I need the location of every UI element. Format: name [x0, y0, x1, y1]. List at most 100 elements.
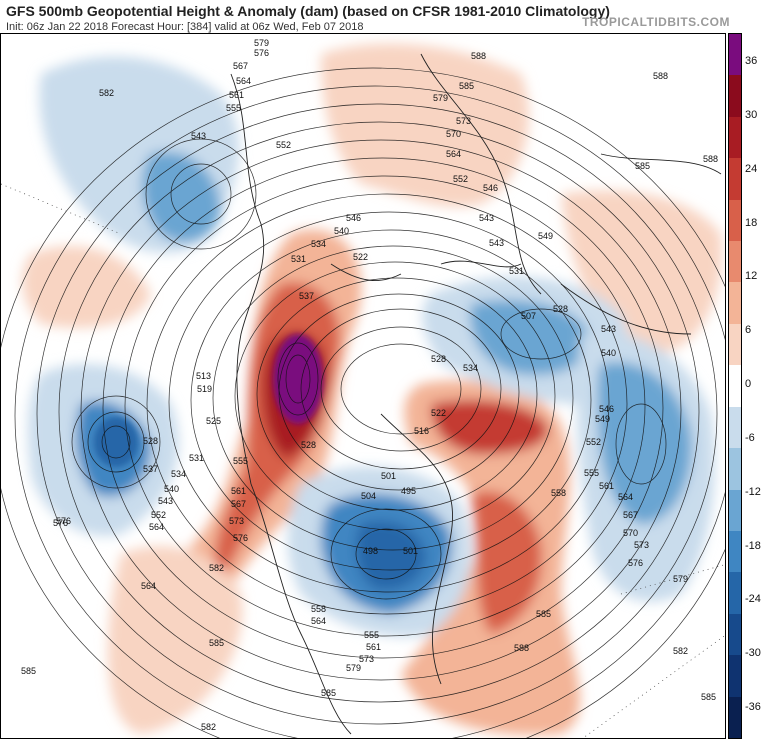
contour-label: 552: [586, 437, 601, 447]
colorbar-segment: [729, 572, 741, 615]
contour-label: 558: [551, 488, 566, 498]
contour-label: 579: [433, 93, 448, 103]
colorbar-segment: [729, 75, 741, 118]
contour-label: 573: [456, 116, 471, 126]
contour-label: 558: [311, 604, 326, 614]
contour-label: 546: [346, 213, 361, 223]
contour-label: 546: [599, 404, 614, 414]
colorbar-tick-label: 12: [745, 270, 758, 283]
colorbar-segment: [729, 696, 741, 739]
contour-label: 540: [164, 484, 179, 494]
contour-label: 561: [599, 481, 614, 491]
contour-label: 573: [634, 540, 649, 550]
contour-label: 516: [414, 426, 429, 436]
contour-label: 564: [141, 581, 156, 591]
colorbar-tick-label: 36: [745, 55, 758, 67]
contour-label: 543: [479, 213, 494, 223]
colorbar-tick-label: 6: [745, 324, 752, 337]
contour-label: 588: [471, 51, 486, 61]
contour-label: 534: [463, 363, 478, 373]
height-anomaly-map: 579 576 567 564 561 555 552 543 582 588 …: [1, 38, 725, 738]
contour-label: 528: [143, 436, 158, 446]
contour-label: 531: [189, 453, 204, 463]
contour-label: 495: [401, 486, 416, 496]
contour-label: 579: [254, 38, 269, 48]
contour-label: 564: [149, 522, 164, 532]
contour-label: 582: [209, 563, 224, 573]
contour-label: 522: [353, 252, 368, 262]
contour-label: 528: [301, 440, 316, 450]
chart-title: GFS 500mb Geopotential Height & Anomaly …: [6, 3, 610, 19]
contour-label: 579: [673, 574, 688, 584]
graticule: [1, 183, 725, 738]
contour-label: 585: [209, 638, 224, 648]
colorbar-tick-label: 30: [745, 108, 758, 121]
contour-label: 528: [431, 354, 446, 364]
contour-label: 561: [231, 486, 246, 496]
colorbar-tick-label: -12: [745, 485, 761, 498]
anomaly-core: [94, 334, 323, 467]
colorbar-segment: [729, 116, 741, 159]
anomaly-shading: [22, 43, 722, 735]
contour-label: 579: [346, 663, 361, 673]
contour-label: 564: [311, 616, 326, 626]
contour-label: 522: [431, 408, 446, 418]
contour-label: 543: [601, 324, 616, 334]
colorbar-segment: [729, 158, 741, 201]
colorbar-segment: [729, 655, 741, 698]
contour-label: 498: [363, 546, 378, 556]
colorbar-tick-label: -6: [745, 431, 755, 444]
contour-label: 588: [514, 643, 529, 653]
contour-label: 543: [158, 496, 173, 506]
contour-label: 549: [595, 414, 610, 424]
contour-label: 525: [206, 416, 221, 426]
contour-label: 552: [151, 510, 166, 520]
contour-label: 561: [229, 90, 244, 100]
colorbar-tick-label: 0: [745, 378, 752, 390]
colorbar-tick-label: -36: [745, 701, 761, 713]
contour-label: 540: [601, 348, 616, 358]
contour-label: 567: [623, 510, 638, 520]
contour-label: 585: [321, 688, 336, 698]
contour-label: 564: [446, 149, 461, 159]
contour-label: 564: [618, 492, 633, 502]
colorbar-segment: [729, 365, 741, 408]
contour-label: 576: [53, 518, 68, 528]
contour-label: 543: [191, 131, 206, 141]
contour-label: 504: [361, 491, 376, 501]
contour-label: 588: [703, 154, 718, 164]
contour-label: 555: [226, 103, 241, 113]
contour-label: 546: [483, 183, 498, 193]
colorbar-segment: [729, 489, 741, 532]
colorbar-segment: [729, 406, 741, 449]
contour-label: 576: [233, 533, 248, 543]
anomaly-colorbar: [728, 33, 742, 739]
contour-label: 585: [635, 161, 650, 171]
contour-label: 537: [299, 291, 314, 301]
contour-label: 576: [628, 558, 643, 568]
colorbar-segment: [729, 530, 741, 573]
contour-label: 585: [701, 692, 716, 702]
contour-label: 531: [509, 266, 524, 276]
contour-label: 540: [334, 226, 349, 236]
colorbar-segment: [729, 448, 741, 491]
colorbar-segment: [729, 613, 741, 656]
contour-label: 501: [403, 546, 418, 556]
contour-label: 585: [21, 666, 36, 676]
contour-label: 585: [536, 609, 551, 619]
colorbar-segment: [729, 241, 741, 283]
contour-label: 582: [99, 88, 114, 98]
contour-labels: 579 576 567 564 561 555 552 543 582 588 …: [21, 38, 718, 732]
contour-label: 507: [521, 311, 536, 321]
colorbar-tick-label: -30: [745, 647, 761, 660]
site-credit: TROPICALTIDBITS.COM: [582, 15, 730, 29]
contour-label: 567: [233, 61, 248, 71]
colorbar-segment: [729, 199, 741, 242]
height-contours: [1, 67, 725, 738]
contour-label: 570: [446, 129, 461, 139]
colorbar-segment: [729, 323, 741, 366]
contour-label: 555: [364, 630, 379, 640]
contour-label: 552: [453, 174, 468, 184]
colorbar-tick-label: -24: [745, 593, 761, 606]
colorbar-tick-label: -18: [745, 539, 761, 552]
